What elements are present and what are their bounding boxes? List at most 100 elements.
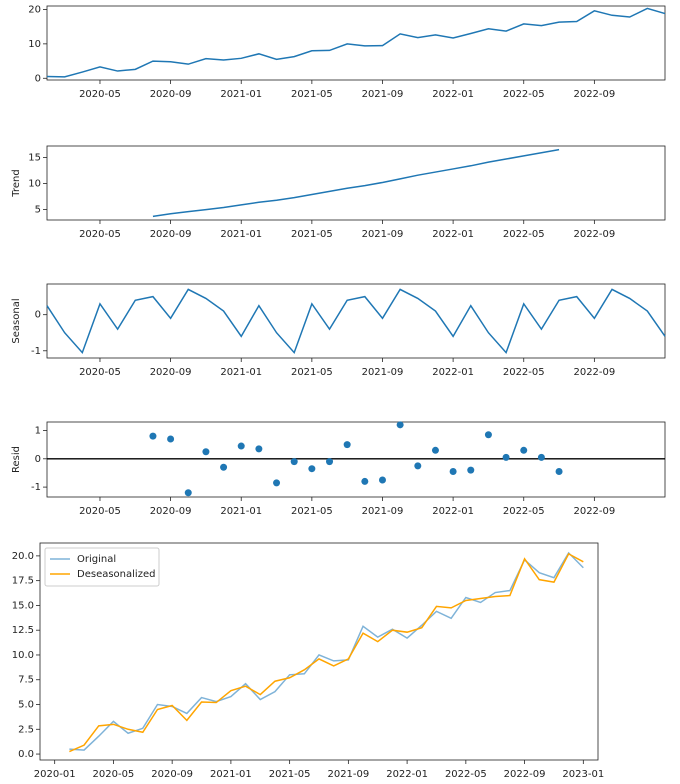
y-tick-label: 5.0 [18,700,34,711]
resid-point [414,462,422,470]
y-tick-label: 15 [28,152,41,163]
y-tick-label: -1 [31,482,41,493]
y-tick-label: 10 [28,179,41,190]
plot-frame [46,421,666,498]
resid-point [220,463,228,471]
panel: 2020-05 2020-09 2021-01 2021-05 2021-09 2022-… [11,421,666,517]
legend-label: Deseasonalized [77,569,155,580]
y-tick-label: 12.5 [12,625,34,636]
resid-point [149,432,157,440]
x-tick-label: 2020-05 [79,229,121,240]
x-tick-label: 2022-01 [386,769,428,780]
y-tick-label: 0 [35,454,41,465]
x-tick-label: 2020-01 [34,769,76,780]
x-tick-label: 2020-09 [150,229,192,240]
resid-point [308,465,316,473]
resid-point [184,489,192,497]
resid-point [431,446,439,454]
legend-label: Original [77,554,116,565]
resid-point [520,446,528,454]
x-tick-label: 2022-09 [573,506,615,517]
x-tick-label: 2022-09 [573,229,615,240]
y-axis-label: Trend [11,169,22,197]
y-tick-label: 10 [28,39,41,50]
x-tick-label: 2020-09 [150,367,192,378]
resid-point [326,458,334,466]
x-tick-label: 2022-01 [432,506,474,517]
x-tick-label: 2020-05 [79,367,121,378]
resid-point [167,435,175,443]
x-tick-label: 2021-05 [291,89,333,100]
x-tick-label: 2023-01 [562,769,604,780]
resid-point [555,468,563,476]
y-tick-label: 2.5 [18,724,34,735]
x-tick-label: 2021-09 [362,506,404,517]
x-tick-label: 2022-05 [503,506,545,517]
y-tick-label: 1 [35,425,41,436]
panel: 2020-05 2020-09 2021-01 2021-05 2021-09 2022-… [11,283,666,378]
y-tick-label: 7.5 [18,675,34,686]
x-tick-label: 2021-09 [362,89,404,100]
resid-point [484,431,492,439]
resid-point [237,442,245,450]
series-line [46,288,666,355]
legend-box [44,547,160,587]
resid-point [343,441,351,449]
y-axis-label: Seasonal [11,298,22,343]
x-tick-label: 2021-01 [220,89,262,100]
series-line [152,148,560,218]
x-tick-label: 2020-09 [150,89,192,100]
resid-point [273,479,281,487]
panel: 2020-01 2020-05 2020-09 2021-01 2021-05 2021-… [12,542,604,780]
y-tick-label: 10.0 [12,650,34,661]
panel: 2020-05 2020-09 2021-01 2021-05 2021-09 2022-… [28,4,666,100]
y-tick-label: 5 [35,205,41,216]
resid-point [396,421,404,429]
resid-point [449,468,457,476]
x-tick-label: 2021-01 [210,769,252,780]
x-tick-label: 2020-09 [151,769,193,780]
x-tick-label: 2020-05 [93,769,135,780]
resid-point [378,476,386,484]
resid-point [290,458,298,466]
plot-frame [46,283,666,359]
x-tick-label: 2022-09 [573,89,615,100]
y-tick-label: 15.0 [12,600,34,611]
x-tick-label: 2021-01 [220,367,262,378]
x-tick-label: 2021-09 [362,229,404,240]
x-tick-label: 2022-05 [503,229,545,240]
x-tick-label: 2022-05 [503,89,545,100]
x-tick-label: 2021-09 [327,769,369,780]
x-tick-label: 2021-05 [291,229,333,240]
x-tick-label: 2022-01 [432,229,474,240]
x-tick-label: 2021-01 [220,506,262,517]
y-tick-label: 0.0 [18,749,34,760]
series-line [69,552,584,753]
x-tick-label: 2022-01 [432,89,474,100]
y-tick-label: 20 [28,4,41,15]
x-tick-label: 2021-05 [291,506,333,517]
plot-frame [46,145,666,221]
series-line [46,7,666,78]
y-tick-label: 17.5 [12,576,34,587]
x-tick-label: 2020-09 [150,506,192,517]
resid-point [361,477,369,485]
x-tick-label: 2022-05 [503,367,545,378]
resid-point [255,445,263,453]
x-tick-label: 2021-01 [220,229,262,240]
plot-frame [46,5,666,81]
series-line [69,551,584,751]
x-tick-label: 2020-05 [79,89,121,100]
x-tick-label: 2022-09 [504,769,546,780]
panel: 2020-05 2020-09 2021-01 2021-05 2021-09 2022-… [11,145,666,240]
y-tick-label: 20.0 [12,551,34,562]
resid-point [467,466,475,474]
y-tick-label: 0 [35,73,41,84]
x-tick-label: 2022-01 [432,367,474,378]
y-axis-label: Resid [11,446,22,473]
x-tick-label: 2022-09 [573,367,615,378]
x-tick-label: 2021-09 [362,367,404,378]
x-tick-label: 2021-05 [269,769,311,780]
x-tick-label: 2020-05 [79,506,121,517]
